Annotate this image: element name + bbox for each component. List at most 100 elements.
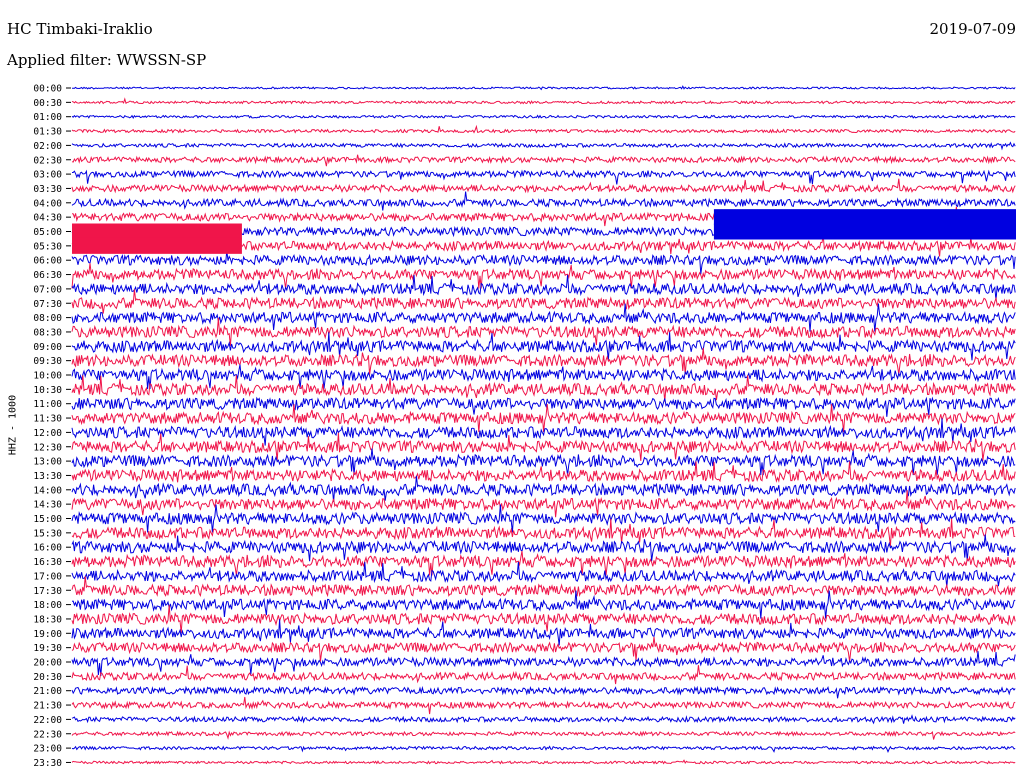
row-time-label: 21:30 [33, 701, 62, 712]
row-time-label: 18:00 [33, 600, 62, 611]
row-time-label: 00:00 [33, 84, 62, 95]
row-time-label: 07:00 [33, 284, 62, 295]
row-time-label: 03:00 [33, 170, 62, 181]
row-time-label: 02:30 [33, 155, 62, 166]
seismic-trace [71, 375, 1016, 402]
seismic-trace [71, 191, 1016, 211]
seismic-trace [71, 124, 1016, 134]
row-time-label: 15:00 [33, 514, 62, 525]
row-time-label: 06:30 [33, 270, 62, 281]
filter-label: Applied filter: WWSSN-SP [7, 51, 207, 69]
seismic-trace [71, 504, 1016, 533]
seismic-trace [71, 263, 1016, 289]
row-time-label: 13:00 [33, 457, 62, 468]
seismic-trace [71, 550, 1016, 576]
row-time-label: 18:30 [33, 614, 62, 625]
row-time-label: 06:00 [33, 256, 62, 267]
row-time-label: 21:00 [33, 686, 62, 697]
row-time-label: 10:00 [33, 371, 62, 382]
seismic-trace [71, 114, 1016, 119]
seismic-trace [71, 745, 1016, 753]
seismic-trace [71, 651, 1016, 677]
seismic-trace [71, 685, 1016, 699]
seismic-trace [71, 141, 1016, 151]
seismic-trace [71, 759, 1016, 765]
row-time-label: 17:00 [33, 571, 62, 582]
row-time-label: 23:30 [33, 758, 62, 769]
station-title: HC Timbaki-Iraklio [7, 20, 153, 38]
row-time-label: 16:30 [33, 557, 62, 568]
row-time-label: 05:00 [33, 227, 62, 238]
seismic-trace [71, 85, 1016, 91]
seismic-trace [72, 169, 1016, 185]
seismic-trace [71, 604, 1016, 633]
row-time-label: 09:30 [33, 356, 62, 367]
row-time-label: 20:00 [33, 658, 62, 669]
row-time-label: 14:00 [33, 485, 62, 496]
row-time-label: 11:00 [33, 399, 62, 410]
row-time-label: 02:00 [33, 141, 62, 152]
seismic-trace [71, 461, 1016, 483]
seismic-trace [71, 404, 1016, 433]
seismic-trace [71, 490, 1016, 518]
row-time-label: 13:30 [33, 471, 62, 482]
seismic-trace [71, 665, 1016, 685]
seismic-trace [71, 448, 1016, 476]
seismic-trace [71, 347, 1016, 375]
row-time-label: 04:00 [33, 198, 62, 209]
row-time-label: 22:30 [33, 729, 62, 740]
seismic-trace [71, 534, 1016, 562]
row-time-label: 08:30 [33, 327, 62, 338]
row-time-label: 04:30 [33, 213, 62, 224]
row-time-label: 22:00 [33, 715, 62, 726]
row-time-label: 12:30 [33, 442, 62, 453]
seismic-trace [71, 475, 1016, 503]
row-time-label: 11:30 [33, 414, 62, 425]
row-time-label: 01:30 [33, 127, 62, 138]
seismic-trace [71, 97, 1016, 105]
seismic-trace [71, 289, 1016, 314]
seismic-trace [71, 432, 1016, 461]
row-time-label: 07:30 [33, 299, 62, 310]
seismic-trace [71, 332, 1016, 361]
seismic-trace [71, 590, 1016, 619]
seismic-trace [71, 317, 1016, 346]
row-time-label: 23:00 [33, 744, 62, 755]
row-time-label: 09:00 [33, 342, 62, 353]
seismic-trace [71, 696, 1016, 715]
seismic-trace [71, 619, 1016, 646]
seismic-trace [71, 396, 1016, 417]
seismic-trace [71, 274, 1016, 301]
row-time-label: 19:30 [33, 643, 62, 654]
seismic-trace [71, 730, 1016, 740]
row-time-label: 12:00 [33, 428, 62, 439]
seismic-trace [71, 303, 1016, 332]
saturated-segment [72, 237, 242, 254]
seismic-trace [71, 518, 1016, 547]
seismic-trace [71, 364, 1016, 390]
row-time-label: 14:30 [33, 500, 62, 511]
seismic-trace [71, 250, 1016, 275]
row-time-label: 00:30 [33, 98, 62, 109]
seismic-trace [71, 178, 1016, 194]
seismic-trace [71, 418, 1016, 446]
row-time-label: 20:30 [33, 672, 62, 683]
row-time-label: 19:00 [33, 629, 62, 640]
saturated-segment [713, 223, 1016, 240]
row-time-label: 10:30 [33, 385, 62, 396]
row-time-label: 16:00 [33, 543, 62, 554]
saturated-segment [72, 223, 242, 240]
row-time-label: 05:30 [33, 241, 62, 252]
seismic-trace [71, 154, 1016, 167]
row-time-label: 15:30 [33, 528, 62, 539]
seismic-trace [71, 561, 1016, 588]
seismic-trace [71, 636, 1016, 662]
row-time-label: 01:00 [33, 112, 62, 123]
seismic-trace [71, 576, 1016, 598]
saturated-segment [713, 209, 1016, 226]
seismic-trace [71, 714, 1016, 725]
row-time-label: 17:30 [33, 586, 62, 597]
date-label: 2019-07-09 [929, 20, 1016, 38]
row-time-label: 03:30 [33, 184, 62, 195]
